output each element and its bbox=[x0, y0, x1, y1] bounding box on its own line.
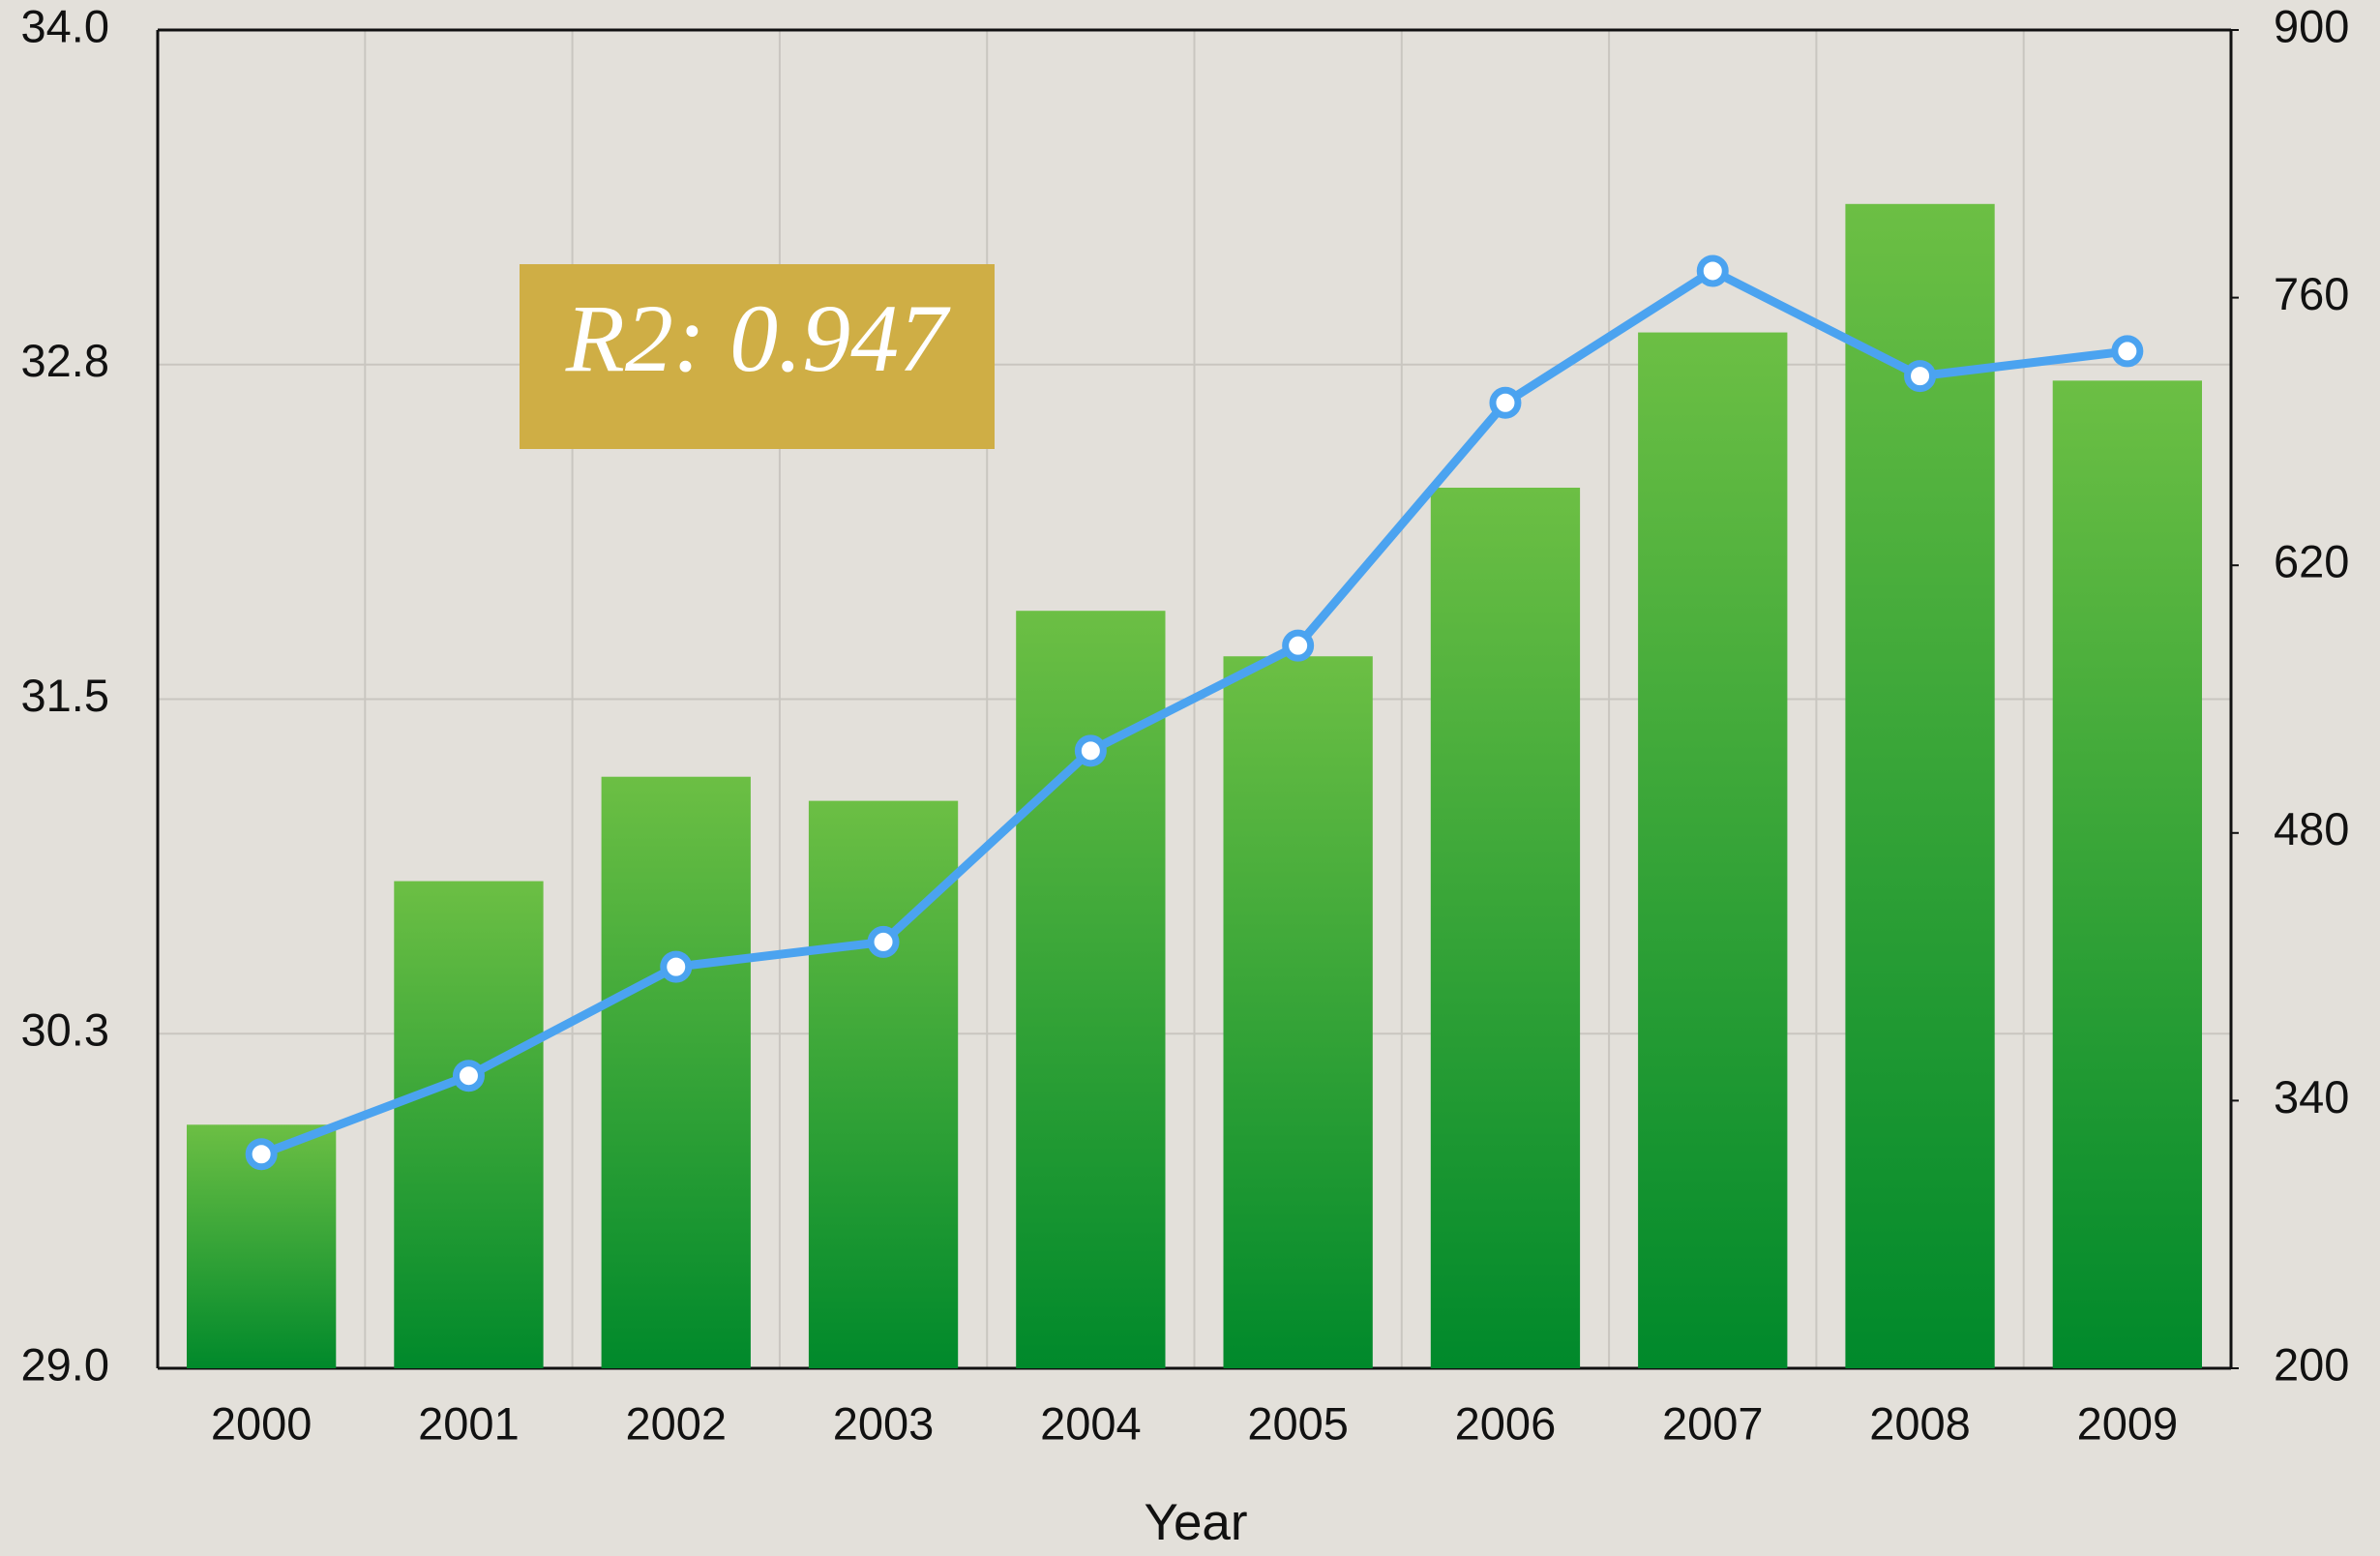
line-marker bbox=[1074, 734, 1107, 767]
y-tick-label: 29.0 bbox=[21, 1338, 109, 1390]
line-marker bbox=[867, 925, 900, 958]
y2-tick-label: 340 bbox=[2274, 1071, 2349, 1122]
y-tick-label: 34.0 bbox=[21, 0, 109, 51]
x-tick-label: 2009 bbox=[2077, 1397, 2179, 1449]
y2-tick-label: 900 bbox=[2274, 0, 2349, 51]
x-tick-label: 2000 bbox=[211, 1397, 312, 1449]
x-tick-label: 2008 bbox=[1869, 1397, 1971, 1449]
bar bbox=[2052, 380, 2202, 1368]
bar bbox=[394, 881, 544, 1368]
x-tick-label: 2006 bbox=[1455, 1397, 1557, 1449]
line-marker bbox=[1696, 254, 1729, 287]
x-tick-label: 2003 bbox=[833, 1397, 935, 1449]
line-marker bbox=[245, 1138, 278, 1171]
bar bbox=[601, 776, 751, 1368]
line bbox=[259, 266, 2128, 1158]
x-tick-label: 2007 bbox=[1662, 1397, 1764, 1449]
x-axis-label: Year bbox=[1144, 1494, 1247, 1551]
x-tick-label: 2001 bbox=[418, 1397, 520, 1449]
bar bbox=[808, 800, 959, 1368]
line-marker bbox=[452, 1060, 485, 1092]
line-marker bbox=[1904, 360, 1937, 393]
x-tick-label: 2004 bbox=[1040, 1397, 1142, 1449]
y-tick-label: 31.5 bbox=[21, 670, 109, 721]
annotation-box bbox=[520, 264, 995, 449]
y2-tick-label: 200 bbox=[2274, 1338, 2349, 1390]
line-marker bbox=[2111, 335, 2144, 368]
y2-tick-label: 480 bbox=[2274, 803, 2349, 854]
line-marker bbox=[1489, 386, 1522, 419]
line-marker bbox=[1282, 629, 1315, 662]
x-tick-label: 2002 bbox=[625, 1397, 727, 1449]
y-tick-label: 30.3 bbox=[21, 1004, 109, 1056]
y-tick-label: 32.8 bbox=[21, 335, 109, 386]
y2-tick-label: 760 bbox=[2274, 268, 2349, 319]
bar bbox=[1638, 332, 1788, 1369]
x-tick-label: 2005 bbox=[1247, 1397, 1349, 1449]
bar bbox=[1430, 487, 1581, 1369]
bar bbox=[1223, 656, 1373, 1368]
marks bbox=[187, 203, 2202, 1369]
line-marker bbox=[660, 950, 693, 983]
y2-tick-label: 620 bbox=[2274, 536, 2349, 587]
annotation: R2: 0.947 bbox=[565, 284, 951, 392]
bar bbox=[1845, 203, 1995, 1368]
